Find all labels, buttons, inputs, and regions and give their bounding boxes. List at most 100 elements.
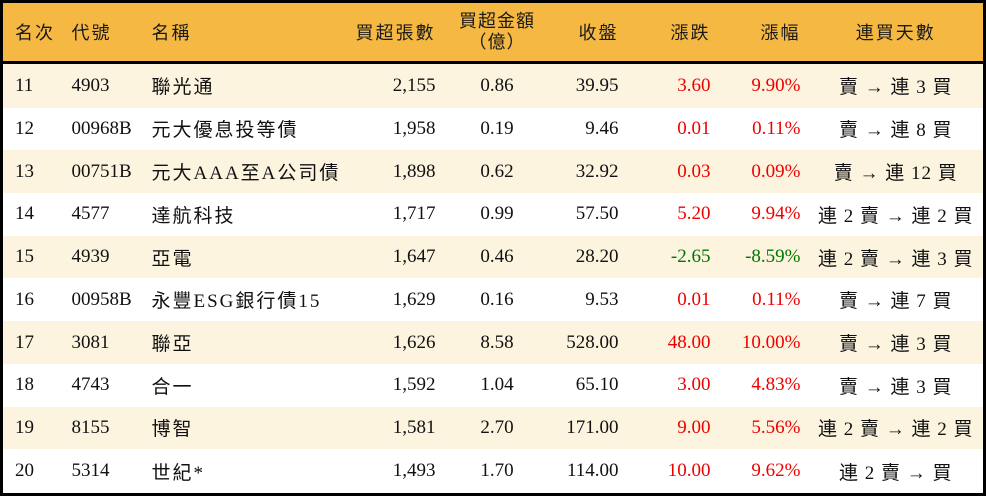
cell-volume: 1,898 <box>392 160 436 182</box>
cell-days: 連 2 賣 → 連 2 買 <box>817 205 974 227</box>
cell-pct: -8.59% <box>745 246 801 268</box>
cell-days: 連 2 賣 → 連 3 買 <box>817 248 974 270</box>
header-pct: 漲幅 <box>718 1 809 64</box>
header-name: 名稱 <box>139 1 355 64</box>
header-change: 漲跌 <box>626 1 719 64</box>
cell-pct: 10.00% <box>741 331 801 353</box>
cell-days: 賣 → 連 3 買 <box>838 334 953 356</box>
cell-days: 賣 → 連 7 買 <box>838 291 953 313</box>
cell-code: 8155 <box>71 416 110 438</box>
cell-code: 00958B <box>71 288 132 310</box>
table-body: 11 4903 聯光通 2,155 0.86 39.95 3.60 9.90% 賣 → 連 3 … <box>1 62 985 495</box>
header-close: 收盤 <box>544 1 627 64</box>
cell-pct: 0.09% <box>751 160 801 182</box>
cell-amount: 0.46 <box>480 246 514 268</box>
cell-name: 合一 <box>151 376 194 398</box>
cell-name: 博智 <box>151 419 194 441</box>
cell-pct: 9.90% <box>751 74 801 96</box>
cell-volume: 1,717 <box>392 203 436 225</box>
cell-name: 亞電 <box>151 248 194 270</box>
cell-change: -2.65 <box>670 246 711 268</box>
cell-name: 世紀* <box>151 462 206 484</box>
cell-rank: 15 <box>15 246 34 268</box>
cell-rank: 17 <box>15 331 34 353</box>
cell-amount: 1.04 <box>480 374 514 396</box>
cell-change: 9.00 <box>677 416 711 438</box>
cell-rank: 16 <box>15 288 34 310</box>
cell-change: 10.00 <box>667 460 711 482</box>
cell-rank: 13 <box>15 160 34 182</box>
table-row: 16 00958B 永豐ESG銀行債15 1,629 0.16 9.53 0.01 0.11%… <box>1 278 985 322</box>
cell-volume: 1,581 <box>392 416 436 438</box>
cell-pct: 0.11% <box>752 288 801 310</box>
cell-close: 28.20 <box>575 246 619 268</box>
cell-name: 元大優息投等債 <box>151 120 299 142</box>
cell-name: 聯光通 <box>151 77 215 99</box>
cell-code: 3081 <box>71 331 110 353</box>
cell-code: 00751B <box>71 160 132 182</box>
table-row: 15 4939 亞電 1,647 0.46 28.20 -2.65 -8.59% 連 2 賣 →… <box>1 235 985 279</box>
table-row: 17 3081 聯亞 1,626 8.58 528.00 48.00 10.00% 賣 → 連 … <box>1 321 985 364</box>
cell-rank: 19 <box>15 416 34 438</box>
cell-change: 0.01 <box>677 117 711 139</box>
cell-close: 65.10 <box>575 374 619 396</box>
cell-amount: 1.70 <box>480 460 514 482</box>
cell-change: 0.01 <box>677 288 711 310</box>
cell-code: 4939 <box>71 246 110 268</box>
cell-close: 528.00 <box>566 331 619 353</box>
cell-days: 連 2 賣 → 連 2 買 <box>817 419 974 441</box>
table-row: 13 00751B 元大AAA至A公司債 1,898 0.62 32.92 0.03 0.09… <box>1 150 985 194</box>
cell-rank: 12 <box>15 117 34 139</box>
cell-name: 聯亞 <box>151 334 194 356</box>
cell-close: 57.50 <box>575 203 619 225</box>
cell-days: 賣 → 連 3 買 <box>838 77 953 99</box>
cell-rank: 20 <box>15 460 34 482</box>
table-row: 19 8155 博智 1,581 2.70 171.00 9.00 5.56% 連 2 賣 → … <box>1 406 985 450</box>
cell-close: 114.00 <box>566 460 619 482</box>
cell-rank: 18 <box>15 374 34 396</box>
cell-name: 永豐ESG銀行債15 <box>151 291 322 313</box>
cell-change: 48.00 <box>667 331 711 353</box>
cell-code: 5314 <box>71 460 110 482</box>
cell-close: 171.00 <box>566 416 619 438</box>
cell-code: 4577 <box>71 203 110 225</box>
cell-change: 3.00 <box>677 374 711 396</box>
cell-days: 賣 → 連 3 買 <box>838 376 953 398</box>
cell-days: 賣 → 連 8 買 <box>838 120 953 142</box>
cell-code: 4743 <box>71 374 110 396</box>
cell-close: 9.46 <box>585 117 619 139</box>
cell-volume: 1,626 <box>392 331 436 353</box>
header-amount: 買超金額 （億） <box>449 1 545 64</box>
cell-name: 元大AAA至A公司債 <box>151 163 341 185</box>
table-row: 20 5314 世紀* 1,493 1.70 114.00 10.00 9.62% 連 2 賣 … <box>1 449 985 495</box>
cell-rank: 11 <box>15 74 34 96</box>
cell-change: 3.60 <box>677 74 711 96</box>
cell-close: 39.95 <box>575 74 619 96</box>
cell-code: 4903 <box>71 74 110 96</box>
cell-pct: 5.56% <box>751 416 801 438</box>
header-amount-line2: （億） <box>468 32 526 52</box>
header-amount-line1: 買超金額 <box>459 11 535 32</box>
cell-rank: 14 <box>15 203 34 225</box>
cell-amount: 0.99 <box>480 203 514 225</box>
table-row: 18 4743 合一 1,592 1.04 65.10 3.00 4.83% 賣 → 連 3 買 <box>1 363 985 407</box>
cell-name: 達航科技 <box>151 205 236 227</box>
cell-change: 5.20 <box>677 203 711 225</box>
cell-volume: 1,493 <box>392 460 436 482</box>
cell-volume: 1,647 <box>392 246 436 268</box>
header-days: 連買天數 <box>808 1 985 64</box>
cell-amount: 0.86 <box>480 74 514 96</box>
cell-amount: 0.62 <box>480 160 514 182</box>
cell-days: 賣 → 連 12 買 <box>833 163 958 185</box>
cell-change: 0.03 <box>677 160 711 182</box>
cell-volume: 1,958 <box>392 117 436 139</box>
cell-amount: 0.19 <box>480 117 514 139</box>
cell-volume: 1,629 <box>392 288 436 310</box>
cell-amount: 8.58 <box>480 331 514 353</box>
header-code: 代號 <box>61 1 140 64</box>
cell-pct: 4.83% <box>751 374 801 396</box>
cell-days: 連 2 賣 → 買 <box>838 462 953 484</box>
table-row: 12 00968B 元大優息投等債 1,958 0.19 9.46 0.01 0.11% 賣 →… <box>1 107 985 151</box>
